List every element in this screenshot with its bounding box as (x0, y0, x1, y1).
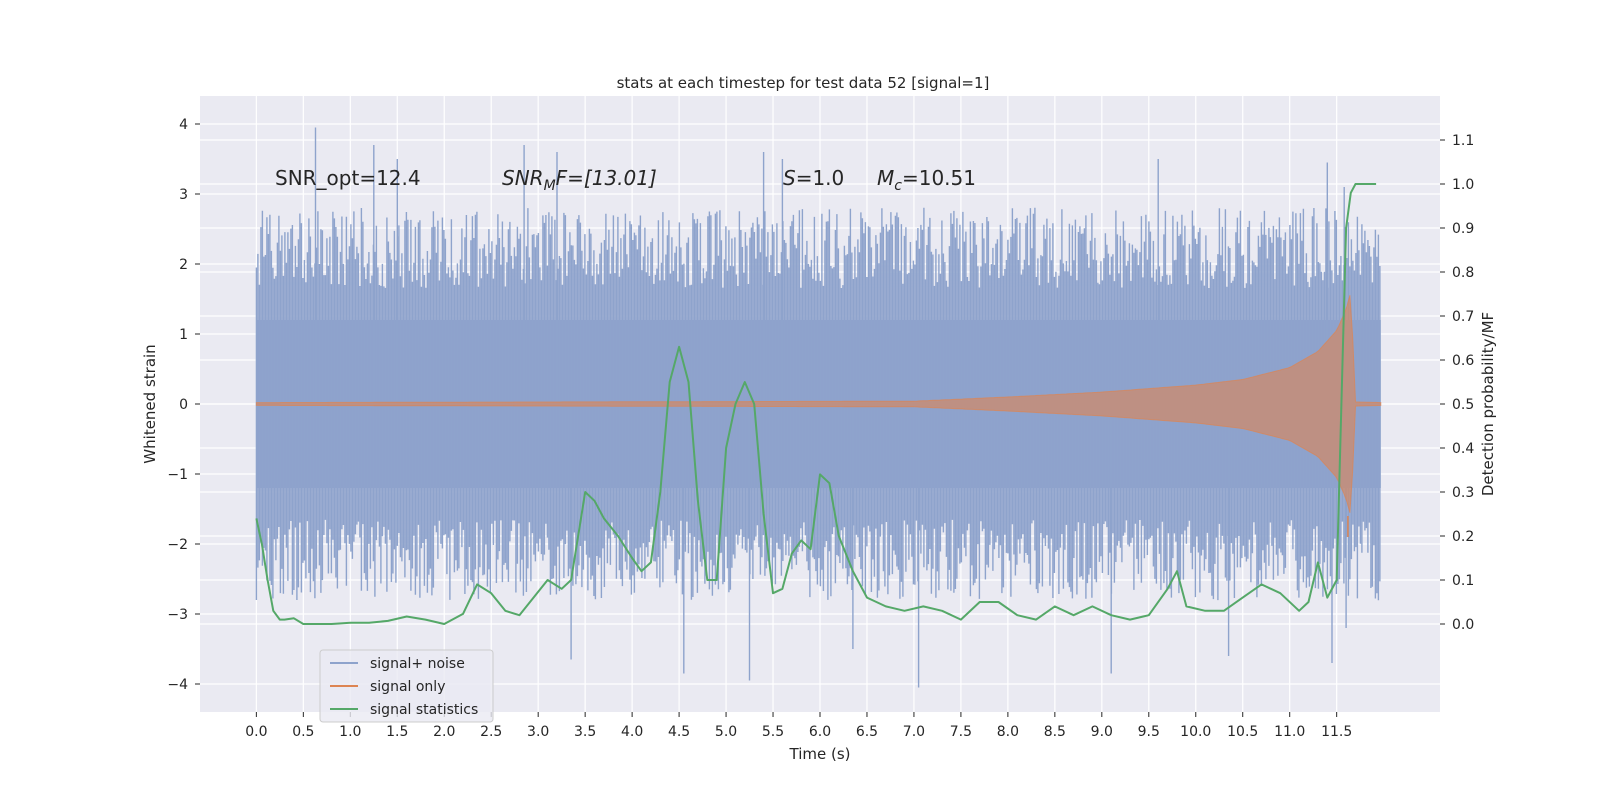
annotation-s-value: =1.0 (796, 166, 845, 190)
y-axis-label-right: Detection probability/MF (1479, 312, 1497, 496)
y-tick-label-left: −1 (167, 467, 188, 483)
x-tick-label: 6.0 (809, 724, 831, 740)
y-tick-label-right: 1.1 (1452, 133, 1474, 149)
y-tick-label-left: 2 (179, 257, 188, 273)
legend-label-signal-only: signal only (370, 679, 445, 695)
y-tick-label-right: 0.8 (1452, 265, 1474, 281)
x-tick-label: 10.0 (1180, 724, 1211, 740)
x-tick-label: 1.5 (386, 724, 408, 740)
annotation-mc-value: =10.51 (902, 166, 976, 190)
series-layer (255, 127, 1382, 688)
annotations: SNR_opt=12.4 SNRMF=[13.01] S=1.0 Mc=10.5… (275, 166, 976, 194)
y-tick-label-right: 0.2 (1452, 529, 1474, 545)
y-axis-label-left: Whitened strain (141, 344, 159, 463)
x-tick-label: 4.0 (621, 724, 643, 740)
y-tick-label-left: 3 (179, 187, 188, 203)
annotation-s-symbol: S (783, 166, 796, 190)
x-tick-label: 2.0 (433, 724, 455, 740)
x-tick-label: 8.0 (997, 724, 1019, 740)
x-tick-label: 7.5 (950, 724, 972, 740)
y-tick-label-left: −3 (167, 607, 188, 623)
annotation-snr-mf-value: F=[13.01] (556, 166, 657, 190)
legend: signal+ noise signal only signal statist… (319, 649, 494, 723)
y-tick-label-right: 0.5 (1452, 397, 1474, 413)
annotation-mc-symbol: M (877, 166, 894, 190)
legend-label-signal-statistics: signal statistics (370, 702, 478, 718)
annotation-mc-subscript: c (894, 178, 902, 194)
x-tick-label: 0.5 (292, 724, 314, 740)
y-tick-label-right: 0.9 (1452, 221, 1474, 237)
y-tick-label-left: 1 (179, 327, 188, 343)
legend-frame (319, 649, 494, 723)
y-axis-right: 0.0 0.1 0.2 0.3 0.4 0.5 0.6 0.7 0.8 0.9 1.0 1.1 (1440, 133, 1474, 633)
y-tick-label-left: 4 (179, 117, 188, 133)
annotation-snr-mf-symbol: SNR (502, 166, 544, 190)
x-tick-label: 8.5 (1044, 724, 1066, 740)
annotation-snr-mf: SNRMF=[13.01] (502, 166, 657, 194)
x-tick-label: 5.0 (715, 724, 737, 740)
x-tick-label: 3.5 (574, 724, 596, 740)
y-axis-left: −4 −3 −2 −1 0 1 2 3 4 (167, 117, 200, 693)
y-tick-label-right: 0.6 (1452, 353, 1474, 369)
y-tick-label-left: 0 (179, 397, 188, 413)
x-axis-label: Time (s) (789, 745, 851, 763)
series-signal-only (255, 295, 1382, 513)
y-tick-label-right: 0.7 (1452, 309, 1474, 325)
x-tick-label: 4.5 (668, 724, 690, 740)
x-tick-label: 1.0 (339, 724, 361, 740)
x-tick-label: 9.5 (1138, 724, 1160, 740)
x-tick-label: 0.0 (245, 724, 267, 740)
x-axis: 0.0 0.5 1.0 1.5 2.0 2.5 3.0 3.5 4.0 4.5 5.0 5.5 6.0 6… (245, 712, 1352, 740)
chart-title: stats at each timestep for test data 52 … (617, 74, 990, 92)
x-tick-label: 9.0 (1091, 724, 1113, 740)
x-tick-label: 11.0 (1274, 724, 1305, 740)
y-tick-label-left: −4 (167, 677, 188, 693)
x-tick-label: 6.5 (856, 724, 878, 740)
x-tick-label: 11.5 (1321, 724, 1352, 740)
annotation-snr-opt: SNR_opt=12.4 (275, 166, 421, 190)
annotation-s: S=1.0 (783, 166, 844, 190)
series-signal-statistics (255, 183, 1377, 625)
y-tick-label-left: −2 (167, 537, 188, 553)
annotation-snr-mf-subscript: M (544, 178, 556, 194)
y-tick-label-right: 1.0 (1452, 177, 1474, 193)
annotation-mc: Mc=10.51 (877, 166, 976, 194)
y-tick-label-right: 0.4 (1452, 441, 1474, 457)
y-tick-label-right: 0.3 (1452, 485, 1474, 501)
x-tick-label: 7.0 (903, 724, 925, 740)
x-tick-label: 2.5 (480, 724, 502, 740)
x-tick-label: 5.5 (762, 724, 784, 740)
y-tick-label-right: 0.1 (1452, 573, 1474, 589)
legend-label-signal-noise: signal+ noise (370, 656, 465, 672)
x-tick-label: 3.0 (527, 724, 549, 740)
x-tick-label: 10.5 (1227, 724, 1258, 740)
y-tick-label-right: 0.0 (1452, 617, 1474, 633)
